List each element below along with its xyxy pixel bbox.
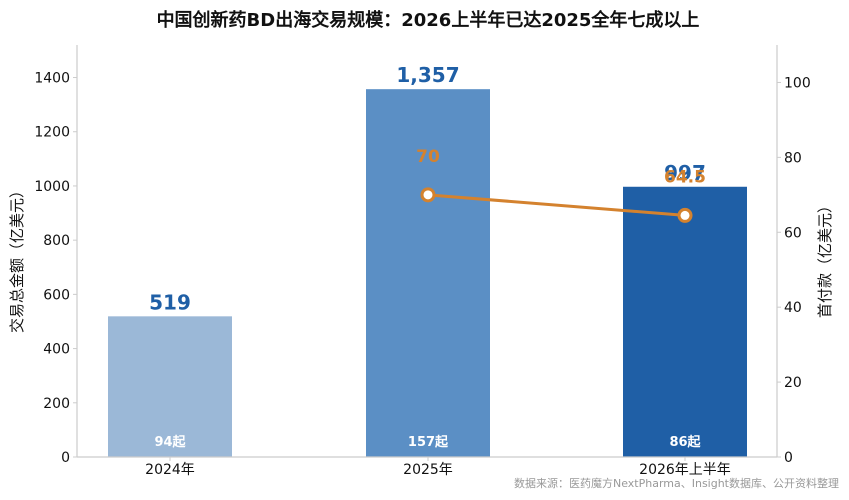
left-tick-label: 1200: [34, 125, 70, 141]
bar-value-label: 1,357: [396, 63, 459, 87]
left-tick-label: 600: [43, 287, 70, 303]
left-tick-label: 400: [43, 342, 70, 358]
y-axis-label-right: 首付款（亿美元）: [816, 198, 834, 318]
line-series: 70 64.5: [416, 147, 706, 223]
left-tick-label: 1400: [34, 71, 70, 87]
bar: [623, 186, 747, 457]
left-tick-label: 0: [61, 450, 70, 466]
left-tick-label: 1000: [34, 179, 70, 195]
chart-title: 中国创新药BD出海交易规模：2026上半年已达2025全年七成以上: [157, 9, 700, 31]
left-tick-label: 200: [43, 396, 70, 412]
x-axis: 2024年 2025年 2026年上半年: [77, 456, 777, 478]
line-point: [677, 207, 693, 223]
line-point: [420, 187, 436, 203]
y-axis-label-left: 交易总金额（亿美元）: [8, 183, 26, 333]
right-tick-label: 60: [784, 225, 802, 241]
deal-count-label: 86起: [669, 434, 701, 450]
bar: [108, 316, 232, 457]
x-tick-label: 2026年上半年: [639, 462, 731, 478]
right-tick-label: 20: [784, 375, 802, 391]
x-tick-label: 2025年: [403, 462, 453, 478]
deal-count-label: 94起: [154, 434, 186, 450]
deal-count-label: 157起: [408, 434, 449, 450]
line-value-label: 70: [416, 147, 440, 167]
bar-value-label: 997: [664, 161, 706, 185]
bar-value-label: 519: [149, 290, 191, 314]
right-tick-label: 40: [784, 300, 802, 316]
bar: [366, 89, 490, 457]
left-axis: 0 200 400 600 800 1000 1200 1400: [34, 45, 78, 466]
right-tick-label: 0: [784, 450, 793, 466]
line-value-label: 64.5: [664, 167, 706, 187]
right-tick-label: 100: [784, 75, 811, 91]
left-tick-label: 800: [43, 233, 70, 249]
line-path: [427, 193, 686, 217]
right-tick-label: 80: [784, 150, 802, 166]
x-tick-label: 2024年: [145, 462, 195, 478]
source-note: 数据来源：医药魔方NextPharma、Insight数据库、公开资料整理: [514, 476, 839, 490]
bars: 519 94起 1,357 157起 997 86起: [108, 63, 747, 457]
right-axis: 0 20 40 60 80 100: [776, 45, 811, 466]
